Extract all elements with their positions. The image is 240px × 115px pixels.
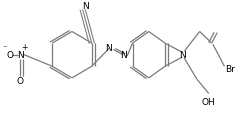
Text: N: N [120, 51, 127, 60]
Text: N: N [179, 51, 186, 60]
Text: OH: OH [202, 97, 216, 106]
Text: O: O [17, 76, 24, 85]
Text: N: N [105, 44, 111, 53]
Text: N: N [17, 51, 24, 60]
Text: +: + [22, 43, 28, 52]
Text: O: O [6, 51, 13, 60]
Text: N: N [82, 2, 89, 11]
Text: Br: Br [225, 65, 235, 73]
Text: ⁻: ⁻ [2, 44, 7, 53]
